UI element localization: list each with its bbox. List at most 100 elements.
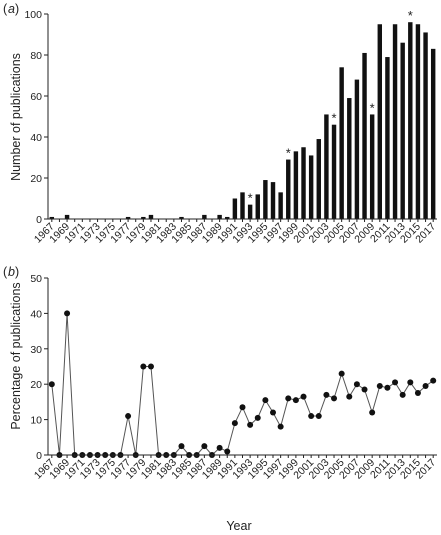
data-point [392,379,399,386]
bar [385,57,390,219]
panel-b-points [48,310,437,458]
bar [324,114,329,219]
bar [423,32,428,220]
data-point [369,409,376,416]
bar [331,124,337,219]
annotation-asterisk: * [286,146,291,161]
data-point [216,444,223,451]
panel-b-x-axis-label: Year [226,519,251,533]
data-point [239,404,246,411]
bar [339,67,344,219]
bar [377,24,383,219]
bar [430,48,436,219]
bar [49,216,55,219]
bar [286,159,291,219]
data-point [277,423,284,430]
bar [240,192,245,219]
data-point [384,384,391,391]
bar [362,52,367,220]
bar [148,214,154,219]
bar [263,180,268,219]
data-point [323,391,330,398]
bar [225,216,230,219]
data-point [140,363,147,370]
panel-a-y-tick-label: 0 [36,214,42,226]
panel-b-y-tick-label: 20 [30,379,42,391]
bar [347,98,352,219]
bar [125,216,131,219]
data-point [422,382,429,389]
panel-b-y-tick-label: 50 [30,273,42,285]
data-point [338,370,345,377]
panel-b-y-tick-label: 0 [36,450,42,462]
data-point [414,390,421,397]
panel-a-open-paren: ( [3,2,8,16]
data-point [346,393,353,400]
data-point [262,397,269,404]
panel-b-y-axis-label: Percentage of publications [9,282,23,429]
bar [369,114,375,219]
panel-b-open-paren: ( [3,265,8,279]
panel-b: ( b ) Percentage of publications 0 10 20 30… [3,265,438,533]
data-point [254,414,261,421]
bar [202,214,207,219]
annotation-asterisk: * [331,111,336,126]
panel-a-x-ticks: 1967196919711973197519771979198119831985… [32,219,438,246]
data-point [147,363,154,370]
panel-b-series-line [51,313,434,456]
panel-a-y-axis-label: Number of publications [9,53,23,181]
bar [293,151,299,219]
bar [278,192,283,219]
panel-a: ( a ) Number of publications 0 20 40 60 80 10… [3,2,438,246]
bar [408,22,413,220]
annotation-asterisk: * [408,8,413,23]
bar [308,155,314,219]
panel-a-y-tick-label: 80 [30,50,42,62]
data-point [270,409,277,416]
panel-b-y-tick-label: 10 [30,415,42,427]
data-point [247,421,254,428]
data-point [201,443,208,450]
data-point [376,382,383,389]
bar [301,147,306,219]
panel-a-y-tick-label: 20 [30,173,42,185]
panel-a-y-tick-label: 40 [30,132,42,144]
annotation-asterisk: * [248,191,253,206]
data-point [315,413,322,420]
data-point [178,443,185,450]
bar [400,42,405,220]
panel-b-y-tick-label: 30 [30,344,42,356]
data-point [399,391,406,398]
data-point [64,310,71,317]
panel-a-bars [49,22,436,220]
bar [316,139,321,219]
panel-b-label: b [8,265,15,279]
panel-a-close-paren: ) [15,2,19,16]
bar [270,182,276,219]
panel-a-y-tick-label: 100 [24,9,42,21]
data-point [48,381,55,388]
data-point [361,386,368,393]
bar [141,216,146,219]
bar [247,204,253,219]
data-point [292,397,299,404]
panel-a-y-ticks: 0 20 40 60 80 100 [24,9,48,226]
panel-a-label: a [8,2,15,16]
panel-b-x-ticks: 1967196919711973197519771979198119831985… [32,455,438,482]
data-point [331,395,338,402]
data-point [285,395,292,402]
data-point [308,413,315,420]
panel-b-y-tick-label: 40 [30,308,42,320]
data-point [231,420,238,427]
data-point [353,381,360,388]
bar [354,79,360,219]
data-point [224,448,231,455]
data-point [300,393,307,400]
bar [392,24,398,219]
panel-b-close-paren: ) [15,265,19,279]
panel-b-y-ticks: 0 10 20 30 40 50 [30,273,48,462]
panel-a-y-tick-label: 60 [30,91,42,103]
panel-a-annotations: * * * * * [248,8,413,205]
data-point [407,379,414,386]
